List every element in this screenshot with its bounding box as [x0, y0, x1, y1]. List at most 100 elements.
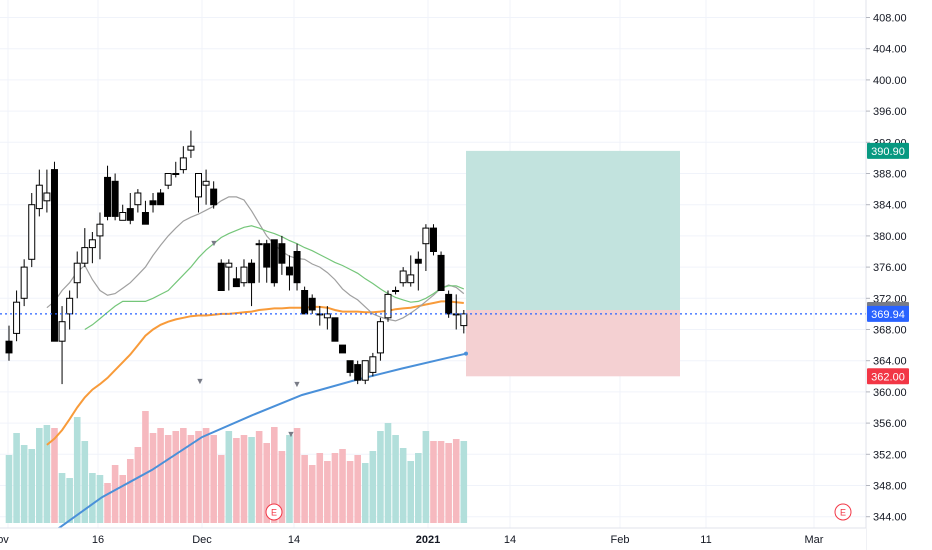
time-tick-label: Feb [611, 534, 630, 546]
time-tick-label: ov [0, 534, 9, 546]
volume-bar [445, 443, 452, 523]
current-price-badge-label: 369.94 [871, 309, 905, 321]
stop-price-badge-label: 362.00 [871, 371, 905, 383]
candle-body [255, 243, 263, 246]
volume-bar [286, 435, 293, 523]
volume-bar [369, 451, 377, 523]
earnings-marker-label: E [271, 508, 277, 518]
volume-bar [361, 463, 369, 523]
volume-bar [180, 428, 187, 523]
price-tick-label: 348.00 [873, 481, 907, 493]
volume-bar [301, 455, 308, 523]
candle-body [50, 169, 58, 342]
candle-body [172, 173, 180, 175]
candle-body [73, 262, 81, 284]
position-zones[interactable] [466, 150, 680, 377]
candle-body [445, 293, 453, 315]
candle-body [460, 313, 468, 327]
ma-blue-line [52, 352, 467, 534]
candle-body [308, 297, 316, 311]
volume-bar [324, 461, 331, 523]
volume-bar [392, 435, 399, 523]
candle-body [164, 173, 172, 186]
candle-body [20, 266, 28, 299]
candlesticks [5, 130, 468, 385]
candle-body [384, 293, 392, 319]
volume-bar [172, 431, 180, 523]
event-markers: ▼ ▼ ▼ ▼ E E [196, 238, 852, 521]
price-axis[interactable] [866, 0, 932, 550]
candle-body [278, 243, 286, 264]
earnings-marker [834, 503, 852, 521]
price-tick-label: 356.00 [873, 418, 907, 430]
volume-bar [217, 455, 225, 523]
candle-body [58, 321, 66, 342]
candle-body [323, 313, 331, 319]
volume-bar [384, 423, 392, 523]
volume-bar [460, 441, 468, 523]
price-tick-label: 360.00 [873, 387, 907, 399]
candle-body [179, 157, 187, 171]
volume-bar [142, 411, 149, 523]
candle-body [331, 317, 339, 342]
candle-body [217, 262, 225, 292]
candle-body [414, 258, 422, 264]
ma-green-line [84, 225, 465, 331]
volume-bar [248, 437, 255, 523]
candle-body [88, 239, 96, 249]
candle-body [369, 356, 377, 373]
target-price-badge [867, 142, 909, 159]
loss-zone[interactable] [466, 310, 680, 377]
time-tick-label: 11 [700, 534, 711, 546]
candle-body [43, 192, 51, 202]
candle-body [35, 184, 43, 210]
candle-body [81, 247, 89, 264]
candle-body [232, 278, 240, 288]
volume-bar [210, 435, 217, 523]
candle-body [392, 290, 400, 292]
time-tick-label: 16 [92, 534, 104, 546]
volume-bar [415, 453, 422, 523]
volume-bar [354, 455, 361, 523]
volume-bar [430, 441, 437, 523]
volume-bar [73, 417, 81, 523]
candle-body [202, 180, 210, 186]
moving-averages [46, 196, 468, 534]
candle-body [141, 212, 149, 225]
candle-body [96, 223, 104, 237]
volume-bar [346, 461, 354, 523]
volume-bar [66, 478, 73, 523]
candle-body [437, 254, 445, 291]
signal-marker: ▼ [196, 376, 205, 386]
volume-bar [13, 433, 20, 523]
volume-bar [157, 428, 164, 523]
candle-body [187, 145, 195, 151]
volume-bar [195, 431, 202, 523]
candle-body [293, 251, 301, 284]
candle-body [104, 176, 112, 217]
volume-bar [339, 449, 346, 523]
earnings-marker [265, 503, 283, 521]
price-tick-label: 376.00 [873, 262, 907, 274]
volume-bar [452, 439, 460, 523]
time-axis[interactable] [0, 528, 866, 550]
price-tick-label: 368.00 [873, 325, 907, 337]
profit-zone[interactable] [466, 150, 680, 310]
earnings-marker-label: E [840, 508, 846, 518]
price-tick-label: 380.00 [873, 231, 907, 243]
volume-bars [5, 411, 468, 523]
volume-bar [36, 428, 43, 523]
volume-bar [255, 431, 263, 523]
candle-body [119, 212, 127, 221]
volume-bar [240, 435, 248, 523]
time-tick-label: 14 [288, 534, 300, 546]
volume-bar [164, 435, 172, 523]
volume-bar [187, 435, 195, 523]
time-tick-label: 2021 [416, 534, 440, 546]
price-tick-label: 400.00 [873, 75, 907, 87]
signal-marker: ▼ [210, 238, 219, 248]
candle-body [407, 274, 415, 284]
candle-body [285, 266, 293, 276]
